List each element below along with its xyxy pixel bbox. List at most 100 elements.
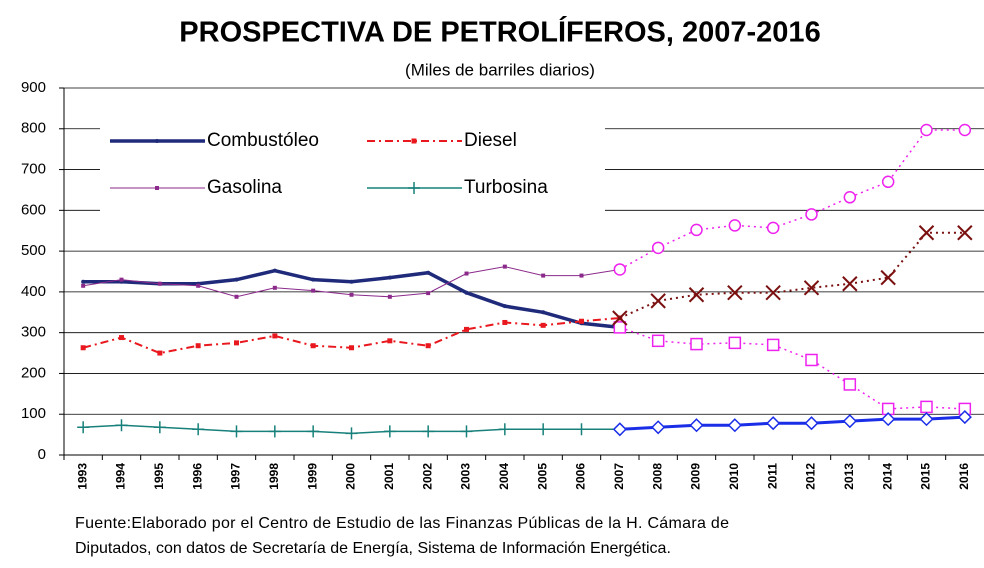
marker [805,353,818,367]
marker [426,291,431,296]
marker [464,326,469,332]
marker [920,400,933,414]
x-tick-label: 2014 [880,463,894,490]
marker [345,427,358,440]
x-tick-label: 2013 [842,463,856,490]
marker [115,419,128,432]
marker [541,273,546,278]
x-tick-label: 2002 [420,463,434,490]
marker [958,123,972,137]
series-line [83,268,621,330]
legend-label: Gasolina [207,177,282,198]
marker [766,416,781,431]
y-tick-label: 400 [21,283,46,300]
marker [460,425,473,438]
y-tick-label: 200 [21,364,46,381]
footnote: Diputados, con datos de Secretaría de En… [75,540,671,557]
x-tick-label: 2009 [689,463,703,490]
marker [411,138,417,144]
marker [80,345,86,351]
marker [464,290,469,295]
marker [157,350,163,356]
x-tick-label: 2010 [727,463,741,490]
marker [919,412,934,427]
marker [155,139,159,143]
legend-box [100,118,605,216]
marker [234,277,239,282]
y-tick-label: 300 [21,324,46,341]
marker [540,322,546,328]
marker [268,425,281,438]
marker [383,425,396,438]
legend-label: Diesel [464,130,517,151]
marker [651,334,665,348]
marker [650,293,666,309]
marker [881,175,895,189]
marker [579,273,584,278]
marker [311,288,316,293]
x-tick-label: 1998 [267,463,281,490]
y-tick-label: 800 [21,120,46,137]
marker [157,281,162,286]
marker [804,416,819,431]
marker [957,410,972,425]
x-tick-label: 2001 [382,463,396,490]
x-tick-label: 2006 [574,463,588,490]
marker [196,283,201,288]
marker [426,270,431,275]
marker [728,336,742,350]
marker [727,418,742,433]
x-tick-label: 2011 [765,463,779,489]
marker [153,421,166,434]
marker [690,337,703,351]
marker [612,422,627,437]
marker [502,264,507,269]
marker [766,221,780,235]
marker [579,318,584,324]
marker [195,343,201,349]
marker [881,412,896,427]
marker [387,275,392,280]
marker [349,292,354,297]
marker [425,343,431,349]
marker [311,277,316,282]
y-tick-label: 700 [21,161,46,178]
marker [387,338,393,344]
marker [502,319,508,325]
x-tick-label: 2015 [919,463,933,490]
marker [349,279,354,284]
marker [230,425,243,438]
marker [498,423,511,436]
marker [690,223,703,237]
marker [689,418,704,433]
x-tick-label: 2016 [957,463,971,490]
chart-title: PROSPECTIVA DE PETROLÍFEROS, 2007-2016 [179,15,820,49]
marker [842,276,858,292]
marker [803,280,820,296]
marker [192,423,205,436]
marker [81,283,86,288]
marker [272,268,277,273]
y-tick-label: 0 [38,446,46,463]
series-line [619,415,965,431]
legend-label: Combustóleo [207,130,319,151]
marker [234,294,239,299]
x-tick-label: 2004 [497,463,511,490]
series-line [619,231,965,319]
marker [920,123,933,137]
x-tick-label: 2012 [804,463,818,490]
marker [612,310,628,326]
marker [307,425,320,438]
marker [502,304,507,309]
marker [843,378,857,391]
marker [234,340,239,346]
marker [805,208,818,221]
marker [766,338,780,352]
marker [842,414,857,429]
marker [422,425,435,438]
marker [408,182,420,194]
marker [843,191,857,204]
marker [81,279,86,284]
x-tick-label: 1993 [75,463,89,490]
